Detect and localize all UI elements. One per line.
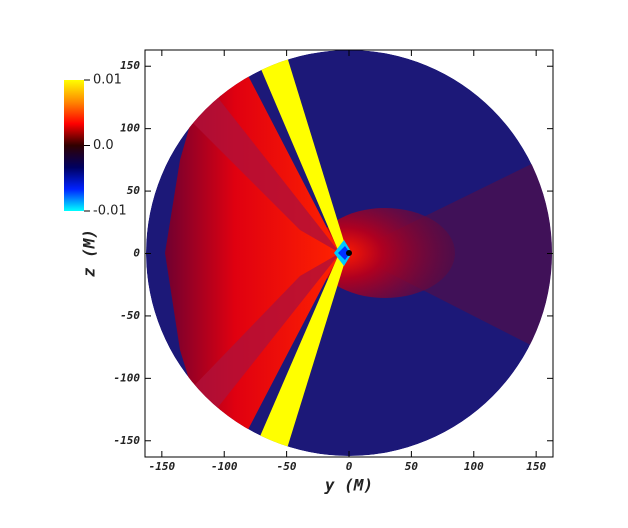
x-tick-label: 0 <box>346 460 353 473</box>
x-tick-label: -50 <box>277 460 297 473</box>
y-tick-label: 50 <box>127 184 141 197</box>
y-tick-label: -150 <box>114 434 141 447</box>
y-tick-label: -50 <box>120 309 140 322</box>
field <box>146 50 552 456</box>
y-tick-label: -100 <box>114 371 141 384</box>
x-tick-label: -100 <box>211 460 238 473</box>
x-tick-label: 100 <box>464 460 484 473</box>
colorbar-tick-label: 0.01 <box>93 73 122 88</box>
y-tick-label: 150 <box>120 59 140 72</box>
x-axis-label: y (M) <box>324 476 373 495</box>
x-tick-label: 50 <box>405 460 419 473</box>
x-tick-label: -150 <box>149 460 176 473</box>
y-tick-label: 100 <box>120 122 140 135</box>
colorbar-tick-label: -0.01 <box>93 204 127 219</box>
colorbar-tick-label: 0.0 <box>93 138 114 153</box>
y-axis-label: z (M) <box>80 229 99 277</box>
x-tick-label: 150 <box>526 460 546 473</box>
y-tick-label: 0 <box>133 247 140 260</box>
colorbar <box>64 80 84 211</box>
